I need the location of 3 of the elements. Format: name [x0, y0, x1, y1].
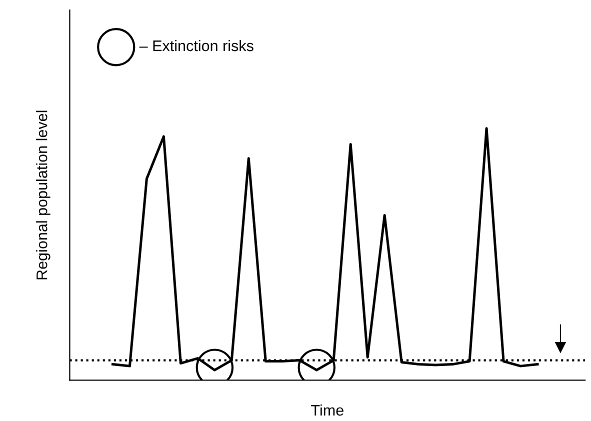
y-axis-title: Regional population level — [36, 110, 50, 280]
text: – Extinction risks — [139, 40, 254, 52]
x-axis-title: Time — [311, 404, 344, 416]
